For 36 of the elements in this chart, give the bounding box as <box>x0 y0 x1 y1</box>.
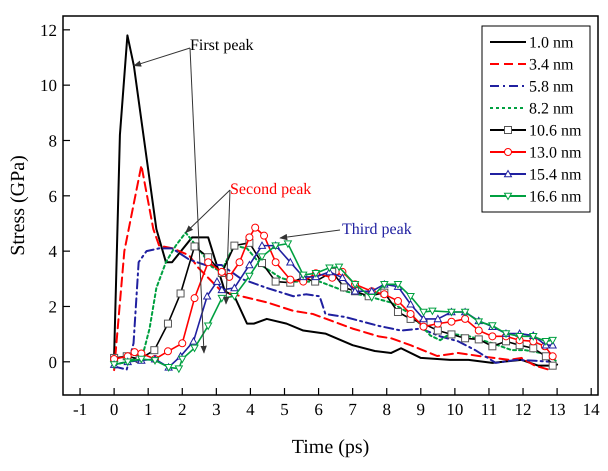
x-tick-label: 8 <box>382 400 391 419</box>
legend-label: 10.6 nm <box>529 122 582 140</box>
x-tick-label: -1 <box>72 400 88 419</box>
x-tick-label: 7 <box>348 400 358 419</box>
x-tick-label: 13 <box>548 400 566 419</box>
x-tick-label: 10 <box>446 400 464 419</box>
x-tick-label: 4 <box>246 400 256 419</box>
legend-label: 3.4 nm <box>529 56 574 74</box>
y-tick-label: 2 <box>48 297 57 316</box>
legend-label: 1.0 nm <box>529 34 574 52</box>
legend-label: 13.0 nm <box>529 144 582 162</box>
x-tick-label: 2 <box>178 400 187 419</box>
x-tick-label: 6 <box>314 400 323 419</box>
annotation: First peak <box>190 37 254 54</box>
x-tick-label: 9 <box>416 400 426 419</box>
y-tick-label: 4 <box>48 242 58 262</box>
x-axis-title: Time (ps) <box>292 436 370 458</box>
y-tick-label: 8 <box>48 131 57 150</box>
y-tick-label: 6 <box>48 186 57 206</box>
x-tick-label: 1 <box>144 400 152 419</box>
x-tick-label: 11 <box>480 400 498 419</box>
legend-label: 8.2 nm <box>529 100 574 118</box>
y-tick-label: 12 <box>40 20 57 40</box>
y-axis-title: Stress (GPa) <box>7 155 29 256</box>
annotation: Second peak <box>230 181 312 198</box>
annotation: Third peak <box>342 221 412 238</box>
y-tick-label: 0 <box>48 352 57 372</box>
legend-label: 16.6 nm <box>529 188 582 206</box>
x-tick-label: 14 <box>582 400 600 419</box>
x-tick-label: 12 <box>514 400 532 419</box>
y-tick-label: 10 <box>40 76 57 96</box>
legend-label: 15.4 nm <box>529 166 582 184</box>
x-tick-label: 0 <box>110 400 118 419</box>
x-tick-label: 3 <box>212 400 221 419</box>
legend-label: 5.8 nm <box>529 78 574 96</box>
x-tick-label: 5 <box>280 400 289 419</box>
